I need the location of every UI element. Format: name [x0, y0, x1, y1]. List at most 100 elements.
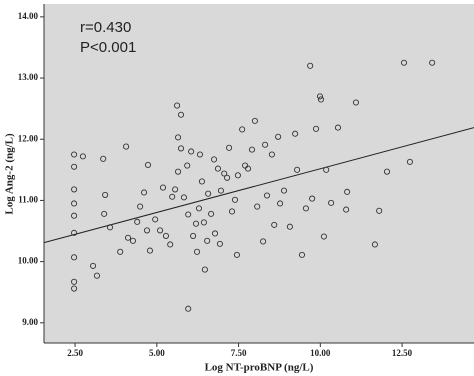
- point: [214, 165, 222, 172]
- point: [71, 278, 78, 285]
- point: [263, 192, 271, 199]
- point: [180, 194, 188, 201]
- point: [193, 248, 201, 255]
- point: [352, 99, 360, 106]
- point: [169, 193, 176, 200]
- point: [201, 266, 208, 273]
- x-tick-label: 7.50: [231, 348, 247, 358]
- point: [177, 111, 185, 118]
- point: [175, 168, 182, 175]
- point: [174, 102, 181, 109]
- point: [268, 151, 275, 158]
- point: [185, 305, 192, 312]
- y-tick-label: 13.00: [18, 72, 39, 82]
- point: [137, 203, 144, 210]
- point: [334, 124, 342, 131]
- point: [167, 241, 174, 248]
- x-tick-label: 10.00: [310, 348, 331, 358]
- point: [162, 232, 170, 239]
- annotation: P<0.001: [80, 39, 136, 56]
- point: [383, 168, 391, 175]
- point: [294, 166, 301, 173]
- point: [123, 143, 130, 150]
- point: [188, 148, 195, 155]
- point: [216, 240, 223, 247]
- point: [302, 205, 309, 212]
- point: [71, 186, 78, 193]
- point: [79, 153, 86, 160]
- point: [280, 187, 288, 194]
- point: [248, 146, 256, 153]
- point: [309, 195, 316, 202]
- y-axis-label: Log Ang-2 (ng/L): [4, 133, 16, 215]
- point: [117, 248, 124, 255]
- point: [275, 133, 282, 140]
- point: [320, 233, 327, 240]
- point: [157, 227, 164, 234]
- point: [344, 188, 351, 195]
- point: [198, 178, 205, 185]
- point: [211, 230, 219, 237]
- point: [71, 163, 78, 170]
- y-tick-label: 11.00: [18, 194, 38, 204]
- point: [71, 200, 78, 207]
- y-tick-label: 10.00: [18, 256, 39, 266]
- point: [298, 251, 306, 258]
- point: [406, 158, 413, 165]
- point: [101, 210, 108, 217]
- point: [143, 227, 151, 234]
- point: [89, 262, 97, 269]
- point: [217, 187, 224, 194]
- point: [71, 151, 78, 158]
- point: [71, 229, 78, 236]
- point: [190, 232, 197, 239]
- point: [328, 199, 335, 206]
- point: [124, 234, 132, 241]
- point: [210, 156, 218, 163]
- point: [71, 212, 78, 219]
- point: [292, 130, 299, 137]
- point: [224, 174, 231, 181]
- point: [400, 59, 408, 66]
- annotation: r=0.430: [80, 19, 131, 36]
- x-tick-label: 5.00: [149, 348, 165, 358]
- point: [316, 93, 324, 100]
- point: [184, 162, 191, 169]
- point: [141, 189, 148, 196]
- point: [93, 272, 101, 279]
- point: [102, 191, 109, 198]
- y-tick-label: 14.00: [18, 11, 39, 21]
- point: [254, 203, 261, 210]
- point: [251, 117, 258, 124]
- point: [371, 241, 378, 248]
- point: [317, 96, 325, 103]
- point: [144, 161, 152, 168]
- point: [152, 216, 159, 223]
- point: [376, 207, 383, 214]
- point: [193, 220, 200, 227]
- point: [71, 254, 78, 261]
- point: [221, 170, 228, 177]
- point: [204, 237, 211, 244]
- point: [205, 190, 212, 197]
- point: [231, 196, 239, 203]
- point: [175, 134, 182, 141]
- y-tick-label: 12.00: [18, 133, 39, 143]
- x-tick-label: 2.50: [67, 348, 83, 358]
- point: [261, 141, 269, 148]
- point: [195, 205, 203, 212]
- point: [277, 200, 284, 207]
- point: [134, 218, 141, 225]
- point: [233, 251, 240, 258]
- point: [234, 172, 241, 179]
- y-tick-label: 9.00: [22, 317, 38, 327]
- point: [172, 186, 179, 193]
- point: [129, 237, 136, 244]
- point: [177, 145, 185, 152]
- x-tick-label: 12.50: [392, 348, 413, 358]
- point: [71, 285, 78, 292]
- point: [239, 126, 246, 133]
- point: [313, 125, 320, 132]
- x-axis-label: Log NT-proBNP (ng/L): [205, 362, 314, 374]
